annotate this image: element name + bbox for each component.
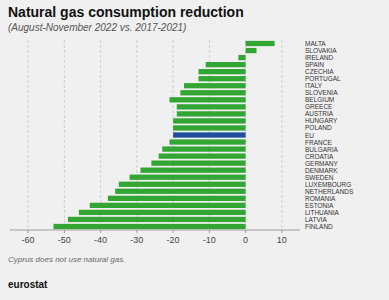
bar <box>173 132 246 137</box>
bar <box>115 189 246 194</box>
tick-label: -20 <box>167 235 180 245</box>
bar <box>180 90 245 95</box>
bar <box>108 196 246 201</box>
category-label: AUSTRIA <box>305 110 334 117</box>
bar <box>177 104 246 109</box>
category-label: FRANCE <box>305 139 332 146</box>
tick-label: -50 <box>58 235 71 245</box>
bar <box>173 118 246 123</box>
tick-label: 0 <box>243 235 248 245</box>
category-label: NETHERLANDS <box>305 188 354 195</box>
bar <box>54 224 246 229</box>
footnote: Cyprus does not use natural gas. <box>8 255 125 264</box>
tick-mark <box>245 230 246 233</box>
grid <box>28 40 282 230</box>
grid-line <box>28 40 29 230</box>
tick-mark <box>100 230 101 233</box>
category-label: HUNGARY <box>305 117 338 124</box>
bar <box>177 111 246 116</box>
category-label: BELGIUM <box>305 96 334 103</box>
bar <box>246 48 257 53</box>
grid-line <box>281 40 282 230</box>
bar <box>79 210 246 215</box>
bar <box>173 125 246 130</box>
category-label: CROATIA <box>305 153 334 160</box>
grid-line <box>64 40 65 230</box>
tick-label: -10 <box>203 235 216 245</box>
background <box>0 0 389 300</box>
category-label: ROMANIA <box>305 195 336 202</box>
bar <box>199 69 246 74</box>
grid-line <box>100 40 101 230</box>
category-label: PORTUGAL <box>305 75 341 82</box>
page: {"chart_data": {"type": "bar", "orientat… <box>0 0 389 300</box>
tick-mark <box>209 230 210 233</box>
category-label: BULGARIA <box>305 146 339 153</box>
category-label: POLAND <box>305 124 332 131</box>
category-label: LITHUANIA <box>305 209 340 216</box>
bar <box>90 203 246 208</box>
category-label: ITALY <box>305 82 323 89</box>
category-label: LUXEMBOURG <box>305 181 351 188</box>
bar <box>68 217 246 222</box>
bar <box>184 83 246 88</box>
category-label: SLOVAKIA <box>305 47 337 54</box>
category-label: GREECE <box>305 103 333 110</box>
grid-line <box>136 40 137 230</box>
bar <box>130 175 246 180</box>
bar <box>141 168 246 173</box>
tick-mark <box>28 230 29 233</box>
bar <box>206 62 246 67</box>
category-label: SPAIN <box>305 61 324 68</box>
bar <box>159 153 246 158</box>
category-label: FINLAND <box>305 223 333 230</box>
subtitle: (August-November 2022 vs. 2017-2021) <box>8 22 186 33</box>
tick-label: -60 <box>22 235 35 245</box>
bar <box>170 97 246 102</box>
tick-mark <box>173 230 174 233</box>
tick-mark <box>64 230 65 233</box>
category-label: GERMANY <box>305 160 339 167</box>
bars <box>54 41 275 229</box>
tick-mark <box>136 230 137 233</box>
tick-label: 10 <box>277 235 287 245</box>
title: Natural gas consumption reduction <box>8 4 244 20</box>
bar <box>162 146 245 151</box>
bar <box>170 139 246 144</box>
bar <box>151 161 245 166</box>
category-label: CZECHIA <box>305 68 334 75</box>
source: eurostat <box>8 279 48 290</box>
category-label: DENMARK <box>305 167 338 174</box>
bar <box>238 55 245 60</box>
category-label: SWEDEN <box>305 174 334 181</box>
category-label: IRELAND <box>305 54 333 61</box>
category-label: MALTA <box>305 40 326 47</box>
category-label: EU <box>305 132 314 139</box>
tick-label: -40 <box>94 235 107 245</box>
category-label: SLOVENIA <box>305 89 338 96</box>
tick-label: -30 <box>130 235 143 245</box>
category-label: ESTONIA <box>305 202 334 209</box>
tick-mark <box>281 230 282 233</box>
bar <box>119 182 246 187</box>
chart: Natural gas consumption reduction (August… <box>0 0 389 300</box>
bar <box>246 41 275 46</box>
x-axis-line <box>10 230 300 231</box>
category-label: LATVIA <box>305 216 328 223</box>
bar <box>199 76 246 81</box>
